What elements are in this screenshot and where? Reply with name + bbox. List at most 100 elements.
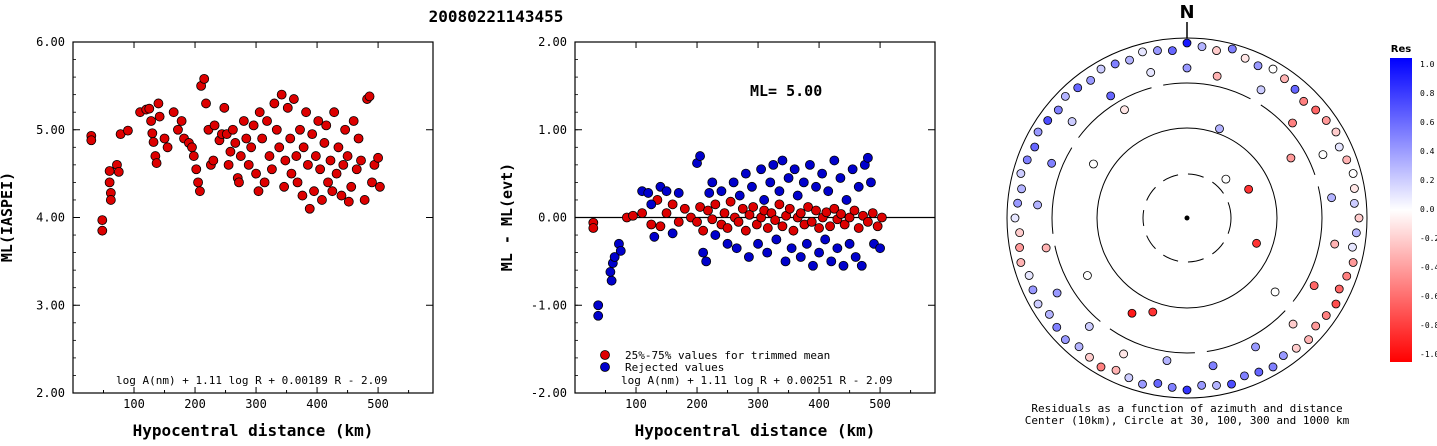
panel1-point [97, 225, 108, 236]
panel2-point [867, 208, 878, 219]
panel2-point [814, 247, 824, 258]
panel1-point [276, 89, 287, 100]
panel2-point [695, 151, 705, 161]
panel1-point [297, 190, 308, 201]
station-point [1309, 281, 1319, 291]
station-point [1033, 127, 1043, 137]
figure-title: 20080221143455 [429, 7, 564, 26]
station-point [1028, 285, 1038, 295]
panel1-point [298, 142, 309, 153]
station-point [1348, 258, 1358, 267]
epicenter-marker [1184, 215, 1190, 221]
panel1-point [193, 177, 203, 188]
panel2-point [856, 260, 867, 271]
panel2-point [605, 267, 616, 277]
panel2-point [756, 164, 767, 175]
panel1-point [301, 107, 311, 118]
panel1-point [327, 186, 338, 197]
panel2-ytick-label: -1.00 [531, 298, 567, 312]
station-point [1033, 200, 1042, 210]
panel1-point [351, 164, 362, 175]
panel2-point [850, 252, 861, 262]
station-point [1240, 371, 1249, 381]
panel2-point [877, 212, 887, 223]
panel2-point [661, 186, 672, 197]
station-point [1304, 335, 1314, 345]
panel1-point [257, 133, 268, 144]
station-point [1124, 373, 1134, 383]
panel2-point [801, 238, 812, 249]
station-point [1016, 169, 1026, 178]
panel2-point [716, 186, 727, 197]
station-point [1060, 335, 1070, 345]
panel1-point [219, 102, 230, 113]
panel1-point [329, 107, 340, 118]
panel1-point [338, 159, 349, 170]
panel2-point [643, 188, 654, 198]
panel1-point [353, 133, 364, 144]
panel1-point [104, 177, 115, 188]
panel2-ytick-label: 0.00 [538, 211, 567, 225]
colorbar-tick-label: 0.2 [1420, 176, 1435, 185]
station-point [1146, 68, 1156, 77]
panel2-point [728, 177, 739, 188]
panel1-point [259, 177, 270, 188]
station-point [1052, 288, 1062, 298]
station-point [1096, 362, 1106, 372]
colorbar-tick-label: -1.0 [1420, 350, 1437, 359]
panel1-point [267, 164, 277, 175]
station-point [1212, 46, 1221, 55]
panel2-point [795, 252, 806, 262]
panel1-xtick-label: 500 [367, 397, 389, 411]
panel1-point [153, 98, 164, 109]
panel2-point [722, 223, 733, 233]
panel2-point [853, 223, 864, 233]
station-point [1125, 55, 1134, 65]
ring-30km [1142, 173, 1232, 263]
panel2-point [820, 234, 831, 245]
panel2-point [606, 275, 617, 286]
station-point [1015, 243, 1024, 252]
station-point [1278, 351, 1288, 361]
station-point [1182, 385, 1192, 395]
panel2-point [792, 190, 803, 201]
panel1-point [113, 166, 124, 177]
panel2-xtick-label: 500 [869, 397, 891, 411]
station-point [1153, 46, 1162, 55]
panel2-point [719, 208, 730, 219]
panel2-point [849, 205, 860, 216]
panel1-point [176, 116, 187, 126]
panel1-ytick-label: 3.00 [36, 298, 65, 312]
panel2-point [707, 214, 718, 225]
station-point [1254, 367, 1264, 377]
station-point [1286, 153, 1296, 163]
panel1-point [208, 155, 219, 166]
panel2-point [770, 215, 781, 226]
panel1-xtick-label: 400 [306, 397, 328, 411]
panel1-point [264, 151, 275, 161]
panel2-point [862, 216, 873, 227]
panel2-point [841, 195, 852, 205]
panel2-points [588, 151, 887, 321]
station-point [1015, 228, 1025, 238]
panel1-point [288, 94, 299, 104]
station-point [1280, 74, 1289, 84]
panel2-point [835, 173, 846, 183]
panel2-point [743, 252, 754, 262]
station-point [1212, 71, 1222, 81]
panel2-xlabel: Hypocentral distance (km) [635, 421, 876, 440]
panel2-point [806, 216, 817, 227]
station-point [1047, 158, 1057, 168]
ml-iaspei-panel: 100 200 300 400 500 2.00 3.00 4.00 5.00 6.00 log … [0, 35, 434, 440]
panel2-point [710, 230, 721, 240]
panel2-point [646, 219, 657, 230]
panel1-xtick-label: 200 [184, 397, 206, 411]
station-point [1311, 105, 1321, 115]
station-point [1318, 150, 1328, 160]
station-point [1138, 47, 1147, 57]
panel2-point [774, 199, 785, 210]
station-point [1127, 308, 1137, 318]
station-point [1182, 38, 1192, 48]
legend-blue-label: Rejected values [625, 361, 724, 374]
panel2-point [838, 260, 849, 271]
